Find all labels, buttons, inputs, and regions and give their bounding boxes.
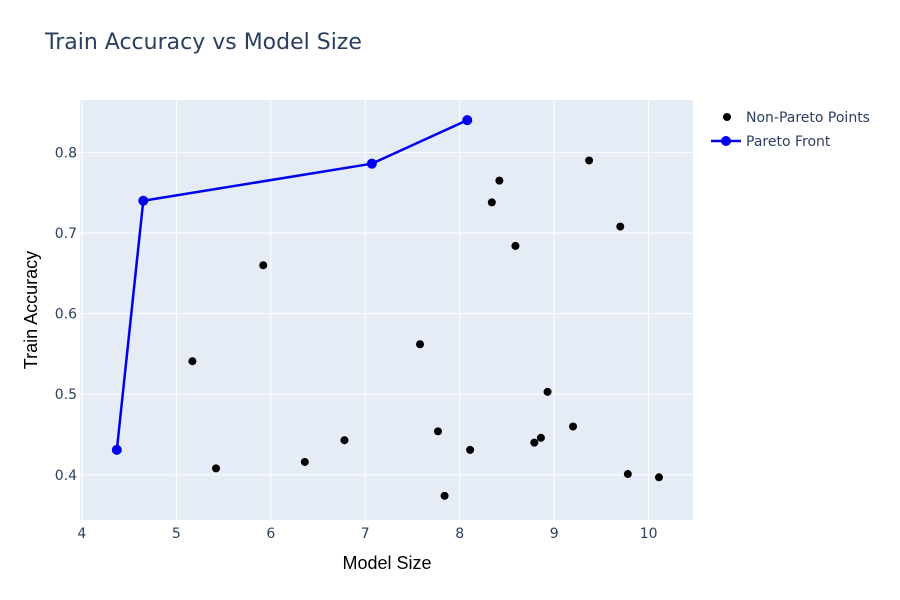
legend[interactable]: Non-Pareto Points Pareto Front [711, 110, 870, 150]
non-pareto-point[interactable] [487, 198, 496, 207]
non-pareto-point[interactable] [530, 438, 539, 447]
non-pareto-point[interactable] [433, 427, 442, 436]
x-tick-label: 6 [266, 526, 275, 542]
y-tick-label: 0.5 [55, 387, 77, 403]
pareto-point[interactable] [462, 115, 473, 126]
chart-title: Train Accuracy vs Model Size [44, 30, 362, 55]
y-tick-label: 0.4 [55, 468, 77, 484]
non-pareto-point[interactable] [340, 436, 349, 445]
pareto-front-line [115, 119, 468, 450]
non-pareto-point[interactable] [416, 340, 425, 349]
x-tick-label: 10 [640, 526, 658, 542]
non-pareto-point[interactable] [543, 387, 552, 396]
non-pareto-point[interactable] [300, 457, 309, 466]
series-1 [111, 115, 473, 455]
y-tick-label: 0.8 [55, 145, 77, 161]
non-pareto-point[interactable] [536, 433, 545, 442]
legend-item-non-pareto[interactable]: Non-Pareto Points [723, 110, 870, 126]
legend-label-pareto-front: Pareto Front [746, 134, 831, 150]
non-pareto-point[interactable] [623, 470, 632, 479]
x-tick-label: 8 [455, 526, 464, 542]
legend-label-non-pareto: Non-Pareto Points [746, 110, 870, 126]
non-pareto-point[interactable] [569, 422, 578, 431]
non-pareto-point[interactable] [466, 445, 475, 454]
non-pareto-point[interactable] [495, 176, 504, 185]
plot-area [80, 100, 693, 520]
y-tick-label: 0.7 [55, 226, 77, 242]
x-tick-label: 9 [550, 526, 559, 542]
x-tick-label: 7 [361, 526, 370, 542]
grid-lines [80, 100, 693, 520]
axis-ticks: 4 5 6 7 8 9 10 0.4 0.5 0.6 0.7 0.8 [55, 145, 658, 542]
legend-marker-non-pareto [723, 113, 731, 121]
pareto-point[interactable] [138, 195, 149, 206]
non-pareto-point[interactable] [654, 473, 663, 482]
legend-marker-pareto-front [721, 136, 731, 146]
series-0 [188, 156, 663, 500]
non-pareto-point[interactable] [616, 222, 625, 231]
x-tick-label: 5 [172, 526, 181, 542]
x-tick-label: 4 [77, 526, 86, 542]
non-pareto-point[interactable] [212, 464, 221, 473]
y-tick-label: 0.6 [55, 307, 77, 323]
non-pareto-point[interactable] [259, 261, 268, 270]
y-axis-title: Train Accuracy [21, 251, 41, 369]
non-pareto-point[interactable] [585, 156, 594, 165]
pareto-point[interactable] [111, 444, 122, 455]
legend-item-pareto-front[interactable]: Pareto Front [711, 134, 831, 150]
x-axis-title: Model Size [342, 553, 431, 573]
pareto-point[interactable] [366, 158, 377, 169]
non-pareto-point[interactable] [511, 241, 520, 250]
non-pareto-point[interactable] [188, 357, 197, 366]
data-series [111, 115, 663, 500]
non-pareto-point[interactable] [440, 491, 449, 500]
